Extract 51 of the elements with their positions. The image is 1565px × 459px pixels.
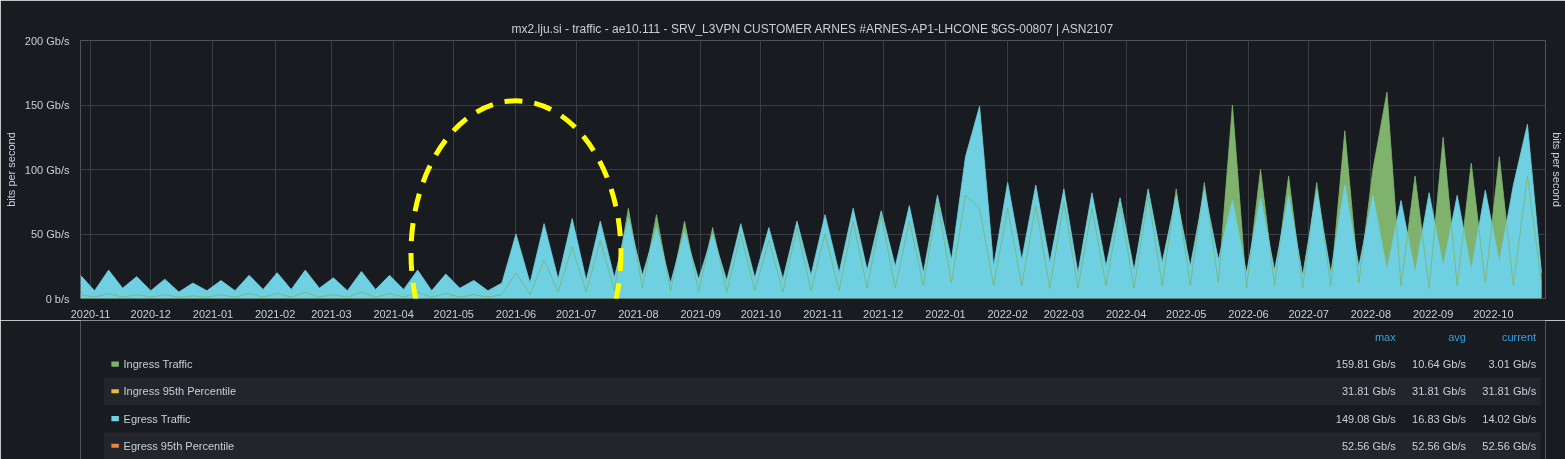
y2-axis-title: bits per second (1550, 132, 1563, 207)
x-tick-label: 2021-01 (192, 307, 234, 320)
x-tick-label: 2020-12 (130, 307, 171, 320)
legend-label: Ingress Traffic (123, 358, 193, 371)
x-tick-label: 2022-04 (1105, 307, 1147, 320)
y-axis-title: bits per second (4, 132, 17, 207)
legend-label: Egress 95th Percentile (123, 439, 235, 452)
x-tick-label: 2022-08 (1350, 307, 1392, 320)
x-tick-label: 2022-10 (1473, 307, 1514, 320)
text: 3.01 Gb/s (1488, 358, 1537, 371)
legend-label: Egress Traffic (123, 412, 192, 425)
x-tick-label: 2021-05 (433, 307, 474, 320)
text: 31.81 Gb/s (1482, 385, 1537, 398)
text: 31.81 Gb/s (1412, 385, 1467, 398)
x-tick-label: 2021-03 (311, 307, 352, 320)
x-tick-label: 2022-02 (987, 307, 1028, 320)
text: 52.56 Gb/s (1412, 439, 1467, 452)
text: 52.56 Gb/s (1341, 439, 1397, 452)
x-tick-label: 2020-11 (70, 307, 111, 320)
x-tick-label: 2022-03 (1043, 307, 1085, 320)
text: 52.56 Gb/s (1482, 439, 1537, 452)
x-tick-label: 2021-08 (618, 307, 659, 320)
x-tick-label: 2021-04 (373, 307, 414, 320)
x-tick-label: 2021-06 (495, 307, 537, 320)
x-tick-label: 2022-01 (925, 307, 966, 320)
text: 31.81 Gb/s (1341, 385, 1397, 398)
text: 159.81 Gb/s (1335, 358, 1397, 371)
x-tick-label: 2022-09 (1412, 307, 1454, 320)
x-tick-label: 2022-05 (1166, 307, 1207, 320)
x-tick-label: 2022-06 (1228, 307, 1269, 320)
x-tick-label: 2021-12 (863, 307, 904, 320)
y-tick-label: 50 Gb/s (30, 228, 70, 240)
text: 10.64 Gb/s (1412, 358, 1467, 371)
text: 16.83 Gb/s (1412, 412, 1467, 425)
x-tick-label: 2022-07 (1288, 307, 1329, 320)
x-tick-label: 2021-11 (803, 307, 843, 320)
legend-label: Ingress 95th Percentile (123, 385, 237, 398)
y-tick-label: 150 Gb/s (24, 99, 70, 111)
x-tick-label: 2021-02 (254, 307, 296, 320)
text: avg (1448, 330, 1466, 343)
y-tick-label: 100 Gb/s (24, 163, 70, 176)
text: max (1374, 330, 1397, 343)
chart-title: mx2.lju.si - traffic - ae10.111 - SRV_L3VPN CUSTOMER ARNES #ARNES-AP1-LHCONE $GS-00807 | ASN2107 (511, 21, 1114, 36)
text: 149.08 Gb/s (1335, 412, 1397, 425)
y-tick-label: 0 b/s (45, 292, 70, 305)
text: current (1501, 330, 1537, 343)
x-tick-label: 2021-07 (556, 307, 597, 320)
text: 14.02 Gb/s (1482, 412, 1537, 425)
y-tick-label: 200 Gb/s (24, 34, 70, 47)
x-tick-label: 2021-10 (740, 307, 782, 320)
x-tick-label: 2021-09 (680, 307, 721, 320)
